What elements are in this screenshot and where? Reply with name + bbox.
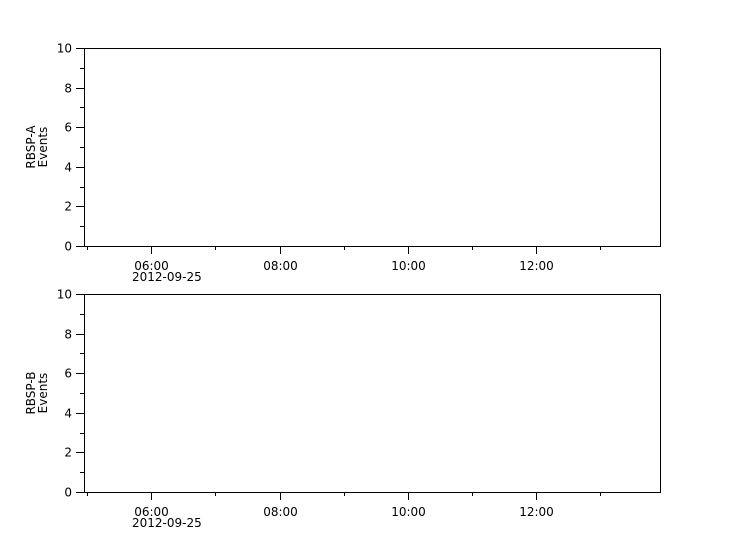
x-tick-label: 06:00	[134, 259, 169, 273]
plot-frame	[84, 294, 661, 493]
y-tick-label: 8	[64, 328, 72, 342]
x-tick-label: 06:00	[134, 505, 169, 519]
y-tick-label: 4	[64, 161, 72, 175]
x-tick-label: 08:00	[263, 259, 298, 273]
plot-frame	[84, 48, 661, 247]
y-tick-label: 2	[64, 446, 72, 460]
y-tick-label: 6	[64, 367, 72, 381]
y-tick-label: 4	[64, 407, 72, 421]
x-tick-label: 08:00	[263, 505, 298, 519]
panel-2: 0 2 4 6 8 10 06:00 08:00 10:00 12:00 2012-09-25 RBS…	[24, 288, 661, 530]
y-tick-label: 0	[64, 486, 72, 500]
y-tick-label: 6	[64, 121, 72, 135]
y-tick-label: 0	[64, 240, 72, 254]
y-axis-label: Events	[36, 127, 50, 168]
y-tick-label: 8	[64, 82, 72, 96]
y-tick-label: 2	[64, 200, 72, 214]
x-tick-label: 10:00	[391, 259, 426, 273]
y-tick-label: 10	[57, 288, 72, 302]
x-tick-label: 12:00	[519, 259, 554, 273]
panel-1: 0 2 4 6 8 10 06:00 08:00 10:00 12:00 2012-09-25 RBS…	[24, 42, 661, 284]
y-axis-label: RBSP-B	[24, 371, 38, 414]
y-axis-label: Events	[36, 373, 50, 414]
x-tick-label: 12:00	[519, 505, 554, 519]
y-axis-label: RBSP-A	[24, 125, 38, 169]
x-date-label: 2012-09-25	[132, 516, 202, 530]
x-tick-label: 10:00	[391, 505, 426, 519]
x-date-label: 2012-09-25	[132, 270, 202, 284]
y-tick-label: 10	[57, 42, 72, 56]
